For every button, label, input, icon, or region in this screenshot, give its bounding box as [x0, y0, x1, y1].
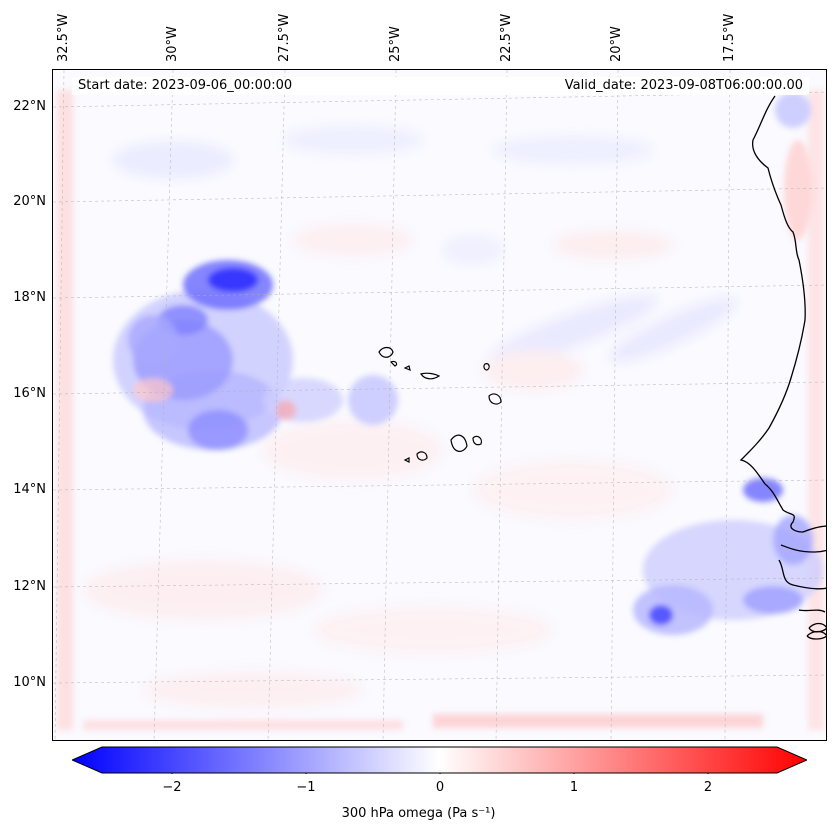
map-panel[interactable] [52, 69, 827, 741]
lat-label-16n: 16°N [13, 386, 46, 401]
lat-label-20n: 20°N [13, 194, 46, 209]
colorbar-label: 300 hPa omega (Pa s⁻¹) [341, 806, 496, 821]
negative-omega-southeast [633, 92, 823, 635]
lon-label-17-5w: 17.5°W [722, 13, 737, 62]
coastline-africa [739, 95, 826, 640]
colorbar-tick-0: 0 [435, 780, 445, 795]
background-field [83, 126, 737, 708]
lat-label-22n: 22°N [13, 99, 46, 114]
lon-label-27-5w: 27.5°W [277, 13, 292, 62]
graticule [53, 70, 826, 740]
colorbar [72, 746, 807, 774]
start-date-label: Start date: 2023-09-06_00:00:00 [72, 77, 299, 94]
colorbar-tick-neg1: −1 [296, 780, 316, 795]
lon-label-22-5w: 22.5°W [499, 13, 514, 62]
cape-verde-islands [378, 346, 502, 463]
colorbar-tick-neg2: −2 [162, 780, 182, 795]
colorbar-body [72, 746, 807, 774]
omega-field-map [53, 70, 826, 740]
lon-label-32-5w: 32.5°W [56, 13, 71, 62]
lat-label-10n: 10°N [13, 675, 46, 690]
lat-label-14n: 14°N [13, 482, 46, 497]
lat-label-12n: 12°N [13, 579, 46, 594]
colorbar-tick-marks [171, 773, 709, 774]
colorbar-tick-1: 1 [569, 780, 579, 795]
lon-label-20w: 20°W [609, 26, 624, 62]
negative-omega-west [113, 260, 398, 450]
lon-label-25w: 25°W [388, 26, 403, 62]
colorbar-tick-2: 2 [703, 780, 713, 795]
valid-date-label: Valid_date: 2023-09-08T06:00:00.00 [558, 77, 809, 94]
lon-label-30w: 30°W [165, 26, 180, 62]
lat-label-18n: 18°N [13, 290, 46, 305]
